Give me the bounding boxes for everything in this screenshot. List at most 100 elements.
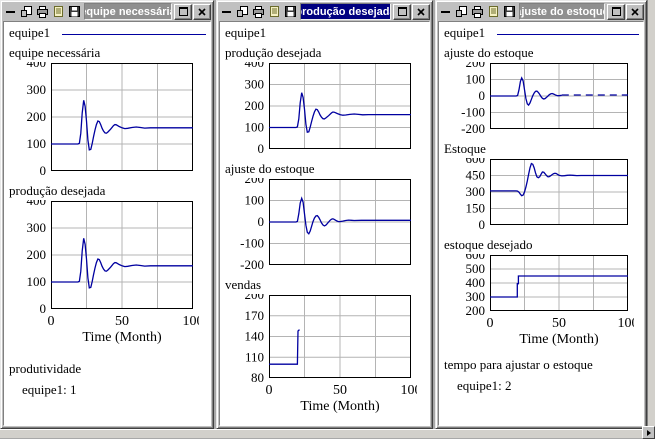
window-title: ajuste do estoque xyxy=(519,3,605,20)
legend-row: equipe1 xyxy=(9,25,208,41)
restore-icon[interactable] xyxy=(19,5,34,19)
svg-text:50: 50 xyxy=(552,316,566,331)
svg-text:110: 110 xyxy=(245,349,264,364)
svg-text:200: 200 xyxy=(27,109,47,124)
svg-text:300: 300 xyxy=(27,220,47,235)
svg-text:400: 400 xyxy=(27,200,47,208)
svg-text:80: 80 xyxy=(251,370,264,385)
chart-ajuste-do-estoque: 200 100 0 -100 -200 xyxy=(444,55,641,137)
svg-text:150: 150 xyxy=(466,201,486,216)
save-icon[interactable] xyxy=(283,5,298,19)
svg-text:100: 100 xyxy=(245,193,265,208)
svg-text:100: 100 xyxy=(401,383,418,398)
legend-run-name: equipe1 xyxy=(444,25,486,40)
chart-title: produção desejada xyxy=(9,183,106,198)
svg-text:200: 200 xyxy=(466,62,486,70)
legend-line xyxy=(497,34,639,35)
svg-text:-100: -100 xyxy=(461,105,485,120)
maximize-button[interactable] xyxy=(393,3,411,20)
chart-title: Estoque xyxy=(444,141,486,156)
graph-panel: equipe1 ajuste do estoque 200 100 0 -100 -20… xyxy=(438,21,644,426)
svg-text:0: 0 xyxy=(48,314,55,329)
scrollbar-right-arrow-button[interactable] xyxy=(642,426,655,439)
svg-text:200: 200 xyxy=(27,247,47,262)
notes-icon[interactable] xyxy=(267,5,282,19)
variable-value: equipe1: 2 xyxy=(457,378,512,393)
graph-panel: equipe1 equipe necessária 400 300 200 100 0 … xyxy=(3,21,211,426)
svg-text:300: 300 xyxy=(27,82,47,97)
svg-text:500: 500 xyxy=(466,261,486,276)
close-icon xyxy=(631,7,639,16)
chart-ajuste-do-estoque: 200 100 0 -100 -200 xyxy=(225,171,427,273)
chart-equipe-necessaria: 400 300 200 100 0 xyxy=(9,55,208,179)
print-icon[interactable] xyxy=(470,5,485,19)
svg-text:100: 100 xyxy=(245,120,265,135)
minimize-icon[interactable] xyxy=(219,5,234,19)
svg-text:100: 100 xyxy=(466,72,486,87)
right-arrow-icon xyxy=(646,429,651,436)
svg-text:Time (Month): Time (Month) xyxy=(519,332,599,347)
print-icon[interactable] xyxy=(35,5,50,19)
close-button[interactable] xyxy=(412,3,430,20)
svg-text:300: 300 xyxy=(466,289,486,304)
svg-text:100: 100 xyxy=(27,136,47,151)
svg-text:100: 100 xyxy=(618,316,635,331)
svg-text:200: 200 xyxy=(466,303,486,318)
chart-title: produção desejada xyxy=(225,45,322,60)
svg-text:0: 0 xyxy=(258,214,265,229)
minimize-icon[interactable] xyxy=(3,5,18,19)
chart-title: ajuste do estoque xyxy=(444,45,534,60)
horizontal-scrollbar-track[interactable] xyxy=(0,429,655,438)
save-icon[interactable] xyxy=(67,5,82,19)
svg-text:400: 400 xyxy=(466,275,486,290)
svg-text:0: 0 xyxy=(40,163,47,178)
svg-text:600: 600 xyxy=(466,158,486,166)
vertical-scrollbar-track[interactable] xyxy=(647,0,655,429)
close-button[interactable] xyxy=(626,3,644,20)
svg-text:50: 50 xyxy=(115,314,129,329)
svg-text:0: 0 xyxy=(479,217,486,232)
svg-text:100: 100 xyxy=(27,274,47,289)
restore-icon[interactable] xyxy=(235,5,250,19)
close-icon xyxy=(417,7,425,16)
chart-title: estoque desejado xyxy=(444,237,533,252)
svg-text:-100: -100 xyxy=(240,236,264,251)
titlebar[interactable]: produção desejada xyxy=(219,3,430,20)
svg-text:100: 100 xyxy=(183,314,200,329)
graph-panel: equipe1 produção desejada 400 300 200 100 0 … xyxy=(219,21,430,426)
legend-row: equipe1 xyxy=(225,25,427,41)
legend-run-name: equipe1 xyxy=(225,25,267,40)
chart-vendas: 200 170 140 110 800 50 100 Time (Month) xyxy=(225,287,427,416)
window-title: produção desejada xyxy=(300,3,391,20)
svg-text:50: 50 xyxy=(333,383,347,398)
svg-text:300: 300 xyxy=(245,77,265,92)
svg-text:-200: -200 xyxy=(240,257,264,272)
variable-label: tempo para ajustar o estoque xyxy=(444,357,593,372)
minimize-icon[interactable] xyxy=(438,5,453,19)
svg-text:0: 0 xyxy=(258,141,265,156)
maximize-button[interactable] xyxy=(174,3,192,20)
close-button[interactable] xyxy=(193,3,211,20)
titlebar[interactable]: equipe necessária xyxy=(3,3,211,20)
chart-title: equipe necessária xyxy=(9,45,101,60)
print-icon[interactable] xyxy=(251,5,266,19)
notes-icon[interactable] xyxy=(51,5,66,19)
svg-text:Time (Month): Time (Month) xyxy=(300,399,380,414)
svg-text:450: 450 xyxy=(466,168,486,183)
svg-text:140: 140 xyxy=(245,329,265,344)
restore-icon[interactable] xyxy=(454,5,469,19)
svg-text:400: 400 xyxy=(245,62,265,70)
window-ajuste-do-estoque: ajuste do estoque equipe1 ajuste do esto… xyxy=(435,0,647,429)
notes-icon[interactable] xyxy=(486,5,501,19)
svg-text:170: 170 xyxy=(245,308,265,323)
close-icon xyxy=(198,7,206,16)
save-icon[interactable] xyxy=(502,5,517,19)
maximize-button[interactable] xyxy=(607,3,625,20)
svg-text:Time (Month): Time (Month) xyxy=(82,330,162,345)
chart-title: ajuste do estoque xyxy=(225,161,315,176)
svg-text:-200: -200 xyxy=(461,121,485,136)
svg-text:200: 200 xyxy=(245,178,265,186)
titlebar[interactable]: ajuste do estoque xyxy=(438,3,644,20)
svg-text:0: 0 xyxy=(40,301,47,316)
svg-text:200: 200 xyxy=(245,294,265,302)
